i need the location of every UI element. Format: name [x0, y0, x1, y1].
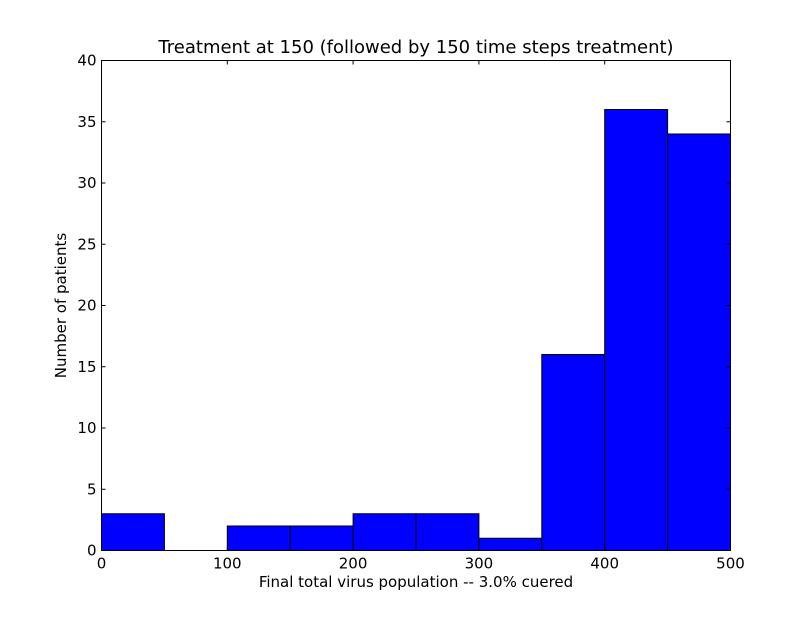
x-tick-label: 100	[213, 555, 242, 573]
x-tick-label: 0	[97, 555, 107, 573]
y-tick-label: 20	[77, 297, 96, 315]
histogram-bar	[101, 513, 165, 551]
histogram-bar	[541, 354, 606, 551]
bars-group	[101, 109, 731, 551]
histogram-bar	[604, 109, 669, 551]
x-axis-ticks: 0 100 200 300 400 500	[97, 60, 745, 573]
histogram-bar	[226, 525, 291, 551]
y-axis-label: Number of patients	[52, 233, 70, 379]
x-axis-label: Final total virus population -- 3.0% cue…	[259, 573, 573, 591]
histogram-bar	[478, 537, 543, 551]
histogram-bar	[415, 513, 480, 551]
x-tick-label: 300	[465, 555, 494, 573]
histogram-bar	[352, 513, 417, 551]
y-tick-label: 30	[77, 174, 96, 192]
y-tick-label: 5	[87, 480, 97, 498]
y-tick-label: 10	[77, 419, 96, 437]
histogram-bar	[289, 525, 354, 551]
y-tick-label: 0	[87, 542, 97, 560]
x-tick-label: 500	[716, 555, 745, 573]
x-tick-label: 200	[339, 555, 368, 573]
y-tick-label: 35	[77, 113, 96, 131]
y-tick-label: 40	[77, 52, 96, 70]
x-tick-label: 400	[590, 555, 619, 573]
y-axis-ticks: 0 5 10 15 20 25 30 35 40	[77, 52, 731, 560]
y-tick-label: 15	[77, 358, 96, 376]
chart-title: Treatment at 150 (followed by 150 time s…	[157, 37, 673, 58]
y-tick-label: 25	[77, 235, 96, 253]
histogram-bar	[667, 133, 731, 551]
